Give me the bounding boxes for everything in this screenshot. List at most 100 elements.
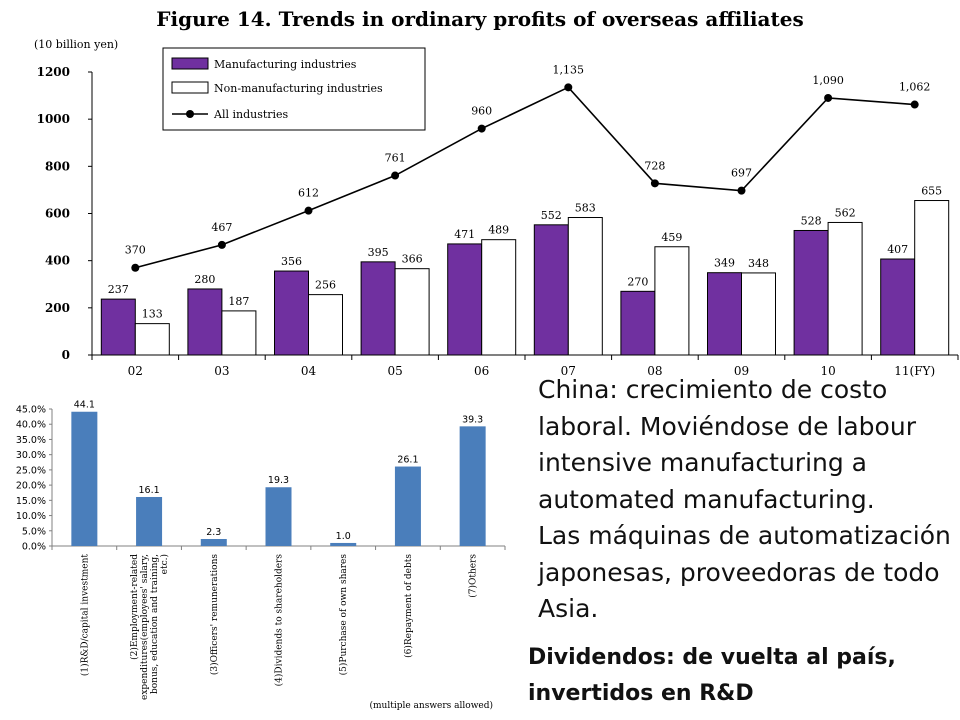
- bar-label-manufacturing: 395: [368, 246, 389, 259]
- y-tick-label: 400: [45, 254, 70, 268]
- bar-label-non-manufacturing: 366: [402, 253, 423, 266]
- bar-value-label: 16.1: [138, 485, 159, 496]
- point-label-all-industries: 1,135: [553, 63, 585, 76]
- bar-usage: [459, 426, 486, 546]
- y-tick-label: 10.0%: [16, 511, 46, 522]
- bar-manufacturing: [533, 224, 569, 356]
- bar-manufacturing: [360, 261, 396, 356]
- bar-value-label: 44.1: [74, 400, 95, 411]
- bar-label-non-manufacturing: 348: [748, 257, 769, 270]
- x-tick-label: 09: [734, 364, 749, 378]
- point-label-all-industries: 761: [385, 152, 406, 165]
- bar-label-non-manufacturing: 187: [228, 295, 249, 308]
- bar-non-manufacturing: [567, 217, 603, 356]
- bar-label-non-manufacturing: 489: [488, 224, 509, 237]
- x-tick-label: 11(FY): [894, 364, 935, 378]
- x-tick-label: 02: [128, 364, 143, 378]
- x-category-label: (7)Others: [468, 554, 479, 598]
- y-tick-label: 15.0%: [16, 496, 46, 507]
- y-tick-label: 20.0%: [16, 481, 46, 492]
- bar-manufacturing: [880, 258, 916, 356]
- y-tick-label: 200: [45, 301, 70, 315]
- y-tick-label: 30.0%: [16, 450, 46, 461]
- bar-label-manufacturing: 280: [194, 273, 215, 286]
- x-category-label: expenditures(employees' salary,: [139, 554, 150, 700]
- x-category-label: (3)Officers' remunerations: [209, 554, 220, 675]
- point-all-industries: [737, 186, 746, 195]
- x-tick-label: 04: [301, 364, 317, 378]
- bar-value-label: 26.1: [397, 455, 418, 466]
- retained-earnings-use-chart: 0.0% 5.0% 10.0% 15.0% 20.0% 25.0% 30.0% 35.0% 40…: [16, 400, 506, 711]
- x-category-label: (2)Employment-related: [129, 554, 140, 660]
- bar-label-non-manufacturing: 133: [142, 308, 163, 321]
- bar-non-manufacturing: [481, 239, 517, 356]
- x-category-label: (5)Purchase of own shares: [338, 554, 349, 676]
- bar-value-label: 19.3: [268, 475, 289, 486]
- bar-label-non-manufacturing: 256: [315, 279, 336, 292]
- y-tick-label: 0.0%: [22, 542, 46, 553]
- bar-non-manufacturing: [308, 294, 343, 356]
- y-tick-label: 800: [45, 159, 70, 173]
- bold-note: Dividendos: de vuelta al país, invertido…: [528, 645, 896, 706]
- y-tick-label: 1200: [37, 65, 70, 79]
- point-label-all-industries: 1,090: [812, 74, 844, 87]
- point-label-all-industries: 1,062: [899, 81, 931, 94]
- point-all-industries: [910, 100, 919, 109]
- bar-non-manufacturing: [741, 272, 776, 356]
- bar-value-label: 1.0: [336, 531, 351, 542]
- legend-swatch-non-manufacturing: [171, 81, 209, 94]
- bar-label-manufacturing: 552: [541, 209, 562, 222]
- profits-trend-chart: Figure 14. Trends in ordinary profits of…: [34, 7, 959, 378]
- y-tick-label: 5.0%: [22, 526, 46, 537]
- bar-value-label: 2.3: [206, 527, 221, 538]
- bar-non-manufacturing: [394, 268, 430, 356]
- bar-usage: [200, 538, 227, 546]
- y-tick-label: 25.0%: [16, 465, 46, 476]
- x-category-label: (6)Repayment of debts: [403, 554, 414, 658]
- bar-usage: [265, 487, 292, 546]
- x-tick-label: 03: [214, 364, 229, 378]
- bar-label-non-manufacturing: 655: [921, 185, 942, 198]
- legend: Manufacturing industries Non-manufacturin…: [162, 47, 426, 131]
- chart-title: Figure 14. Trends in ordinary profits of…: [156, 7, 803, 31]
- bar-label-non-manufacturing: 562: [835, 206, 856, 219]
- point-all-industries: [304, 206, 313, 215]
- x-tick-label: 08: [647, 364, 662, 378]
- y-axis-unit: (10 billion yen): [34, 38, 118, 51]
- point-all-industries: [650, 179, 659, 188]
- legend-label-all-industries: All industries: [213, 108, 289, 121]
- y-tick-label: 600: [45, 207, 70, 221]
- x-category-label: bonus, education and training,: [150, 554, 160, 694]
- bar-usage: [136, 496, 163, 546]
- x-tick-label: 05: [387, 364, 402, 378]
- point-all-industries: [477, 124, 486, 133]
- bar-label-non-manufacturing: 583: [575, 202, 596, 215]
- bar-usage: [394, 466, 421, 546]
- legend-label-manufacturing: Manufacturing industries: [214, 58, 357, 71]
- y-tick-label: 45.0%: [16, 405, 46, 416]
- bar-manufacturing: [620, 290, 656, 356]
- x-tick-label: 10: [820, 364, 835, 378]
- bar-manufacturing: [447, 243, 483, 356]
- bar-manufacturing: [187, 288, 223, 356]
- bar-label-manufacturing: 356: [281, 255, 302, 268]
- bar-usage: [71, 411, 98, 546]
- bar-label-manufacturing: 270: [627, 275, 648, 288]
- bar-label-non-manufacturing: 459: [661, 231, 682, 244]
- bar-non-manufacturing: [827, 221, 863, 356]
- y-tick-label: 0: [62, 348, 70, 362]
- line-all-industries: [135, 86, 915, 269]
- x-category-label: (4)Dividends to shareholders: [274, 554, 285, 687]
- bar-manufacturing: [707, 272, 742, 356]
- y-tick-label: 1000: [37, 112, 70, 126]
- x-tick-label: 07: [561, 364, 576, 378]
- point-all-industries: [564, 83, 573, 92]
- bar-non-manufacturing: [914, 200, 950, 356]
- y-tick-label: 40.0%: [16, 420, 46, 431]
- notes-text: China: crecimiento de costo laboral. Mov…: [538, 372, 953, 628]
- bar-label-manufacturing: 407: [887, 243, 908, 256]
- x-tick-label: 06: [474, 364, 489, 378]
- point-all-industries: [131, 263, 140, 272]
- y-tick-label: 35.0%: [16, 435, 46, 446]
